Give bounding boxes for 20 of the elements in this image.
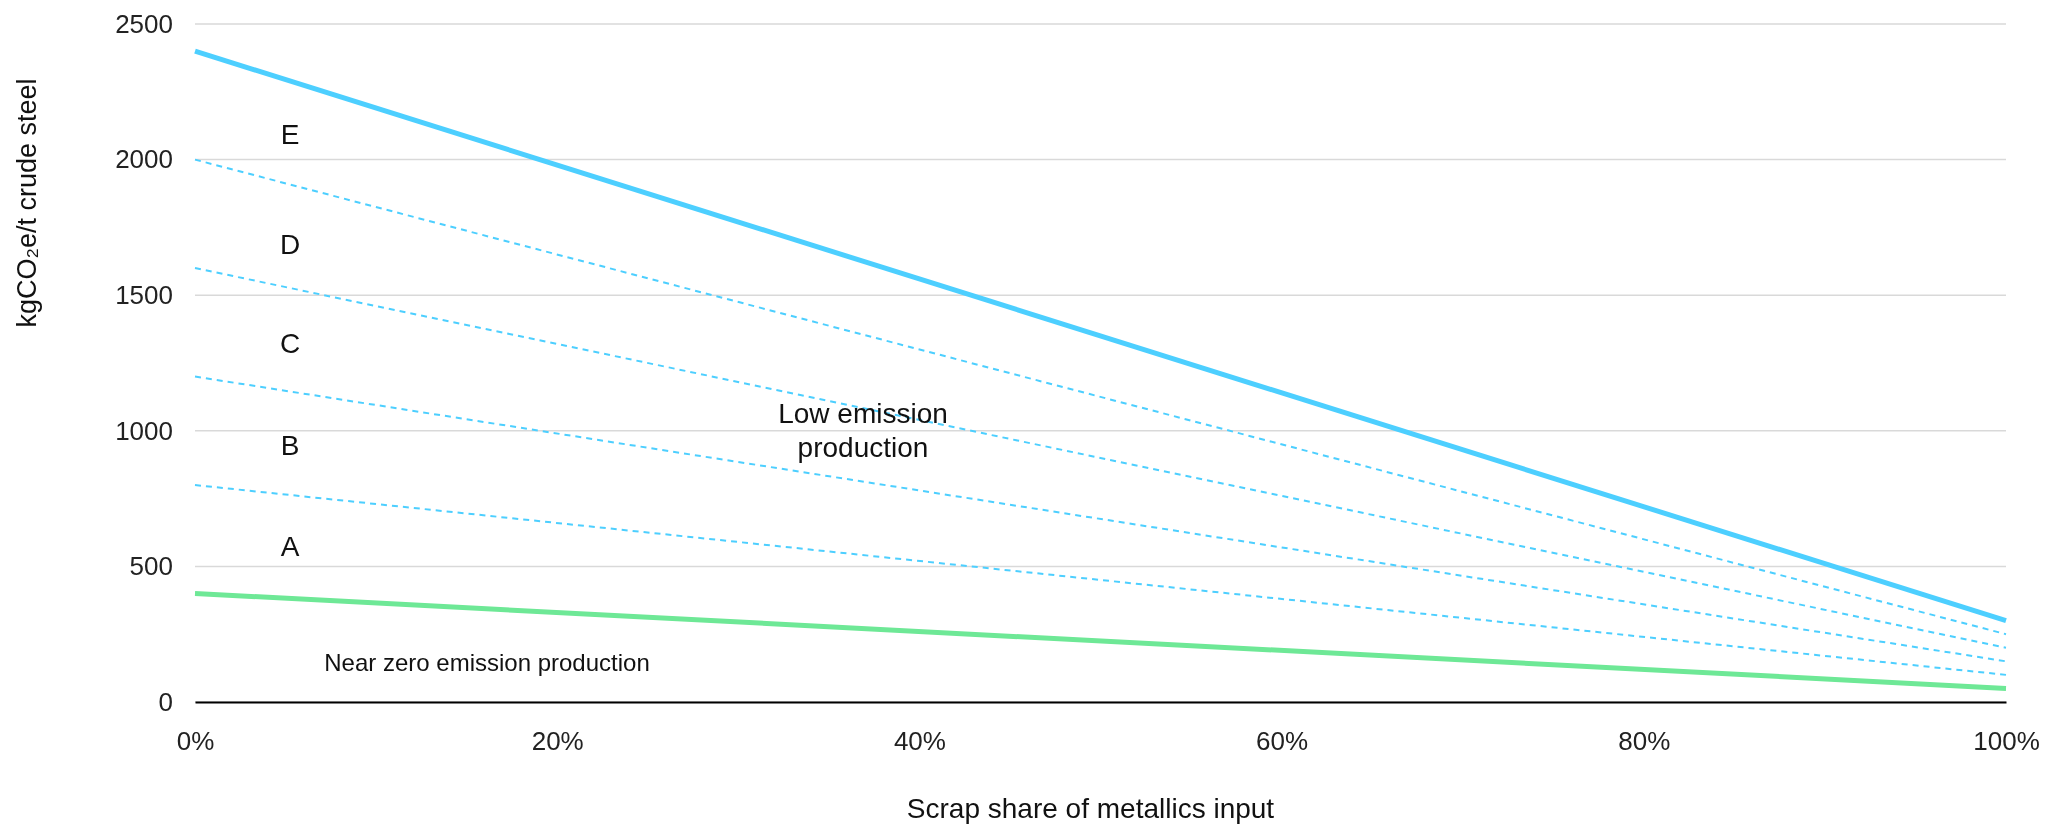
x-tick-label: 100%: [1973, 726, 2040, 757]
y-tick-label: 1500: [115, 280, 173, 311]
x-tick-label: 60%: [1256, 726, 1309, 757]
y-tick-label: 0: [158, 686, 173, 717]
x-tick-label: 40%: [893, 726, 946, 757]
x-tick-label: 20%: [531, 726, 584, 757]
annotation: D: [279, 228, 301, 260]
x-tick-label: 0%: [176, 726, 215, 757]
y-tick-label: 1000: [115, 415, 173, 446]
y-tick-label: 2500: [115, 8, 173, 39]
y-tick-label: 500: [129, 551, 173, 582]
x-tick-label: 80%: [1618, 726, 1671, 757]
y-axis-title: kgCO₂e/t crude steel: [12, 78, 42, 328]
annotation: C: [279, 327, 301, 359]
annotation: B: [280, 429, 300, 461]
y-tick-label: 2000: [115, 144, 173, 175]
annotation: A: [280, 530, 300, 562]
annotation: Near zero emission production: [324, 649, 650, 677]
annotation: E: [280, 118, 300, 150]
x-axis-title: Scrap share of metallics input: [906, 793, 1275, 824]
